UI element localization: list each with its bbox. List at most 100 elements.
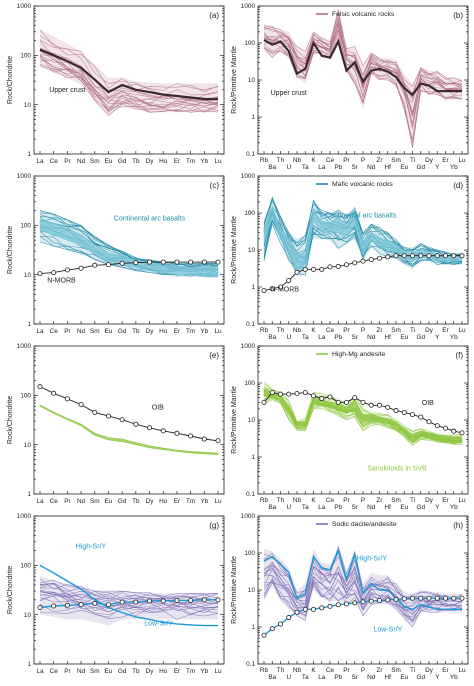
y-tick-label: 0.1 [246,661,255,668]
panel-letter: (h) [453,521,463,530]
panel-e: 1 10 100 1000 La Ce Pr Nd Sm Eu Gd Tb Dy Ho Er Tm Yb Lu Ro… [7,343,225,505]
panel-h: 0.1 1 10 100 1000 RbBaThUNbTaKLaCePbPrSrPNdZr… [231,513,469,681]
x-tick-label: Ti [410,327,415,334]
series-low-sr-y-marker [201,597,207,603]
y-axis-label: Rock/Chondrite [7,226,14,274]
series-upper-crust [263,38,462,97]
series-felsic-volcanic-rocks-line [39,51,219,104]
x-tick-label: Gd [118,668,127,675]
x-tick-label: La [36,668,44,675]
plot-frame [33,5,225,155]
series-sodic-dacite-andesite-line [39,587,219,601]
series-n-morb-marker [376,255,382,261]
x-tick-label: La [318,504,326,511]
series-n-morb-marker [401,253,407,259]
x-tick-label: Ce [50,328,59,335]
series-felsic-volcanic-rocks-line [39,63,219,116]
y-tick-label: 100 [20,563,31,570]
x-tick-label: Pr [64,668,71,675]
x-tick-label: Pr [64,498,71,505]
x-tick-label: Rb [260,157,269,164]
annotation-label: Upper crust [49,87,85,94]
series-sodic-dacite-andesite-line [263,561,463,608]
x-tick-label: Dy [146,158,155,165]
x-tick-label: Eu [400,504,408,511]
x-tick-label: Lu [214,498,222,505]
x-tick-label: Er [442,497,449,504]
series-sodic-dacite-andesite-line [263,569,463,611]
series-low-sr-y-marker [360,599,366,605]
y-tick-label: 10 [24,442,32,449]
series-oib-marker [335,399,341,405]
x-tick-label: Ta [302,164,309,171]
x-tick-label: Gd [118,158,127,165]
series-oib-marker [105,413,111,419]
series-n-morb-marker [335,263,341,269]
y-tick-label: 0.1 [246,491,255,498]
annotation-label: Sanukitoids in SVB [367,465,427,472]
series-felsic-volcanic-rocks-line [39,35,219,93]
panel-letter: (g) [209,521,219,530]
series-n-morb-marker [327,264,333,270]
y-tick-label: 1000 [241,173,256,180]
annotation-label: Continental arc basalts [325,212,397,219]
y-tick-label: 1000 [17,173,32,180]
x-tick-label: Ba [268,674,276,681]
x-tick-label: Pb [334,164,342,171]
panel-d: 0.1 1 10 100 1000 RbBaThUNbTaKLaCePbPrSrPNdZr… [231,173,469,341]
x-tick-label: Ti [410,497,415,504]
series-oib-marker [269,390,275,396]
series-n-morb-marker [434,253,440,259]
series-low-sr-y-marker [147,598,153,604]
x-tick-label: Eu [400,334,408,341]
annotation-label: Upper crust [271,90,307,97]
x-tick-label: Tm [186,328,195,335]
x-tick-label: Eu [400,674,408,681]
x-tick-label: Lu [458,667,466,674]
series-low-sr-y-marker [426,595,432,601]
series-n-morb-marker [393,253,399,259]
series-n-morb-marker [451,253,457,259]
x-tick-label: U [286,334,291,341]
x-tick-label: Sm [391,157,401,164]
x-tick-label: Ho [159,668,168,675]
series-low-sr-y-marker [401,596,407,602]
x-tick-label: Dy [146,668,155,675]
x-tick-label: Ti [410,667,415,674]
y-axis-label: Rock/Chondrite [7,566,14,614]
x-tick-label: Nb [293,327,302,334]
x-tick-label: Dy [425,327,434,334]
x-tick-label: Hf [385,504,392,511]
series-n-morb-marker [160,259,166,265]
y-tick-label: 1 [251,454,255,461]
x-tick-label: Er [174,498,181,505]
x-tick-label: Zr [376,327,383,334]
x-tick-label: Pr [343,497,350,504]
series-low-sr-y-marker [174,597,180,603]
x-tick-label: Eu [105,498,113,505]
x-tick-label: Ho [159,158,168,165]
x-tick-label: La [36,498,44,505]
series-oib-marker [376,402,382,408]
x-tick-label: Nd [77,328,86,335]
x-tick-label: K [311,157,316,164]
y-axis-label: Rock/Primitive Mantle [231,386,238,454]
y-axis-label: Rock/Chondrite [7,56,14,104]
x-tick-label: Gd [416,504,425,511]
series-n-morb-marker [261,288,267,294]
x-tick-label: Lu [458,327,466,334]
y-tick-label: 0.1 [246,151,255,158]
y-tick-label: 1 [251,114,255,121]
y-tick-label: 1 [27,321,31,328]
series-sodic-dacite-andesite-line [263,579,463,621]
y-tick-label: 100 [244,380,255,387]
series-oib-marker [343,399,349,405]
x-tick-label: Nd [367,504,376,511]
panel-letter: (f) [455,351,463,360]
y-tick-label: 1 [27,151,31,158]
x-tick-label: Ce [50,158,59,165]
x-tick-label: Eu [105,668,113,675]
series-felsic-volcanic-rocks-line [263,12,463,98]
x-tick-label: K [311,497,316,504]
series-felsic-volcanic-rocks-line [39,54,219,105]
